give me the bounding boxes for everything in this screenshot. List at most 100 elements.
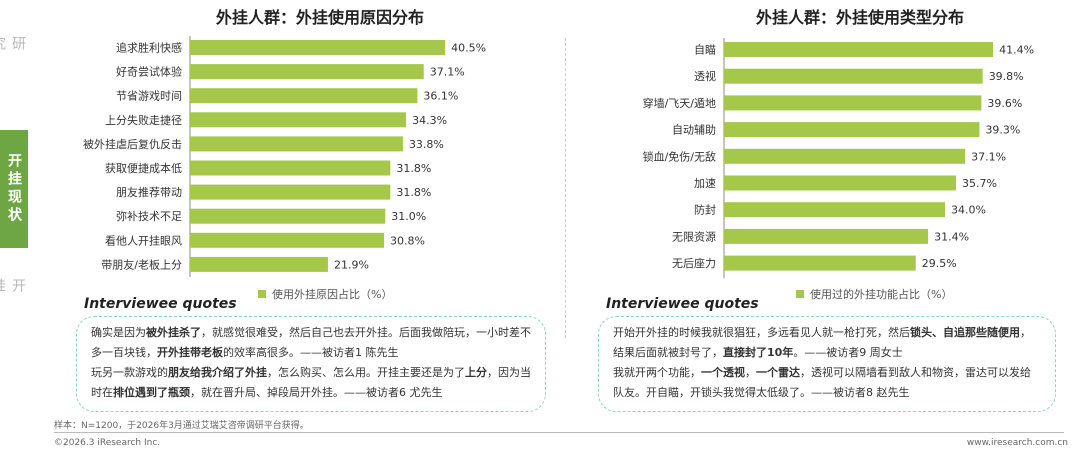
category-label: 带朋友/老板上分 <box>101 257 182 271</box>
right-legend-label: 使用过的外挂功能占比（%） <box>810 288 953 301</box>
quote-text: ， <box>745 366 756 379</box>
category-label: 穿墙/飞天/遁地 <box>643 96 716 110</box>
bar <box>190 184 391 200</box>
category-label: 无限资源 <box>672 229 716 243</box>
bar <box>724 122 980 138</box>
bar-charts: 追求胜利快感 40.5% 好奇尝试体验 37.1% 节省游戏时间 36.1% 上分失败走捷径… <box>83 36 1034 279</box>
category-label: 透视 <box>694 69 716 83</box>
category-label: 防封 <box>694 203 716 217</box>
quote-paragraph: 开始开外挂的时候我就很猖狂，多远看见人就一枪打死，然后锁头、自追那些随便用，结果… <box>613 323 1041 363</box>
category-label: 自动辅助 <box>672 123 716 137</box>
bar <box>190 40 446 55</box>
quote-text: 我就开两个功能， <box>613 366 701 379</box>
quote-highlight: 锁头、自追那些随便用 <box>910 326 1020 339</box>
category-label: 上分失败走捷径 <box>105 113 182 127</box>
quote-highlight: 直接封了10年 <box>723 346 794 359</box>
value-label: 34.3% <box>412 114 447 127</box>
quote-paragraph: 我就开两个功能，一个透视，一个雷达，透视可以隔墙看到敌人和物资，雷达可以发给队友… <box>613 363 1041 403</box>
right-quote-box: 开始开外挂的时候我就很猖狂，多远看见人就一枪打死，然后锁头、自追那些随便用，结果… <box>598 316 1056 412</box>
legend-swatch <box>796 290 804 298</box>
category-label: 获取便捷成本低 <box>105 161 182 175</box>
value-label: 39.8% <box>989 70 1024 83</box>
value-label: 30.8% <box>390 234 425 247</box>
sidebar-item-research-design[interactable]: 研究设计 <box>0 36 26 54</box>
value-label: 31.8% <box>396 186 431 199</box>
value-label: 31.0% <box>391 210 426 223</box>
value-label: 40.5% <box>451 42 486 55</box>
value-label: 35.7% <box>962 177 997 190</box>
value-label: 33.8% <box>409 138 444 151</box>
bar <box>190 88 418 104</box>
bar <box>724 228 929 244</box>
left-chart-legend: 使用外挂原因占比（%） <box>258 286 392 302</box>
bar <box>190 112 407 128</box>
left-chart-title: 外挂人群：外挂使用原因分布 <box>215 8 424 27</box>
category-label: 弥补技术不足 <box>116 209 182 223</box>
category-label: 被外挂虐后复仇反击 <box>83 137 182 151</box>
category-label: 追求胜利快感 <box>116 41 182 55</box>
quote-highlight: 被外挂杀了 <box>146 326 201 339</box>
bar <box>190 64 424 80</box>
category-label: 节省游戏时间 <box>116 90 182 103</box>
right-chart-legend: 使用过的外挂功能占比（%） <box>796 286 952 302</box>
quote-text: ，就在晋升局、掉段局开外挂。——被访者6 尤先生 <box>190 386 443 399</box>
right-quotes-heading: Interviewee quotes <box>606 296 759 312</box>
bar <box>190 160 391 176</box>
quote-text: 玩另一款游戏的 <box>91 366 168 379</box>
quote-text: 的效率高很多。——被访者1 陈先生 <box>223 346 399 359</box>
value-label: 41.4% <box>999 44 1034 57</box>
bar <box>724 202 945 218</box>
left-quotes-heading: Interviewee quotes <box>84 296 237 312</box>
value-label: 37.1% <box>430 66 465 79</box>
left-legend-label: 使用外挂原因占比（%） <box>272 288 393 301</box>
value-label: 31.4% <box>934 230 969 243</box>
value-label: 37.1% <box>971 150 1006 163</box>
copyright: ©2026.3 iResearch Inc. <box>54 438 161 448</box>
bar <box>724 95 982 111</box>
quote-text: ，怎么购买、怎么用。开挂主要还是为了 <box>267 366 465 379</box>
value-label: 34.0% <box>951 204 986 217</box>
bar <box>724 68 983 84</box>
quote-text: 确实是因为 <box>91 326 146 339</box>
quote-text: ，就感觉很难受，然后自己也去开外挂。后面我做陪玩，一小时差不多一百块钱， <box>91 326 531 359</box>
value-label: 21.9% <box>334 258 369 271</box>
website-link[interactable]: www.iresearch.com.cn <box>966 438 1068 448</box>
category-label: 好奇尝试体验 <box>116 65 182 79</box>
quote-text: 。——被访者9 周女士 <box>793 346 903 359</box>
bar <box>724 255 916 271</box>
left-quote-box: 确实是因为被外挂杀了，就感觉很难受，然后自己也去开外挂。后面我做陪玩，一小时差不… <box>76 316 546 412</box>
right-chart-title: 外挂人群：外挂使用类型分布 <box>755 8 964 27</box>
value-label: 39.3% <box>985 124 1020 137</box>
bar <box>190 136 403 152</box>
bar <box>190 256 328 272</box>
category-label: 朋友推荐带动 <box>116 185 182 199</box>
sidebar-item-cheating-attitude[interactable]: 开挂态度 <box>0 278 26 296</box>
sample-note: 样本：N=1200，于2026年3月通过艾瑞艾咨帝调研平台获得。 <box>54 421 309 431</box>
quote-text: 开始开外挂的时候我就很猖狂，多远看见人就一枪打死，然后 <box>613 326 910 339</box>
category-label: 锁血/免伤/无敌 <box>643 149 716 163</box>
bar <box>724 42 994 57</box>
quote-paragraph: 确实是因为被外挂杀了，就感觉很难受，然后自己也去开外挂。后面我做陪玩，一小时差不… <box>91 323 531 363</box>
quote-highlight: 一个透视 <box>701 366 745 379</box>
category-label: 加速 <box>694 177 716 190</box>
value-label: 29.5% <box>922 257 957 270</box>
value-label: 31.8% <box>396 162 431 175</box>
bar <box>190 208 386 224</box>
bar <box>724 175 957 191</box>
quote-text: ，透视可以隔墙看到敌人和物资，雷达可以发给队友。开自瞄，开锁头我觉得太低级了。—… <box>613 366 1031 399</box>
quote-highlight: 朋友给我介绍了外挂 <box>168 366 267 379</box>
category-label: 看他人开挂眼风 <box>105 233 182 247</box>
quote-text: ，结果后面就被封号了， <box>613 326 1031 359</box>
quote-highlight: 一个雷达 <box>756 366 800 379</box>
bar <box>190 232 385 248</box>
quote-highlight: 上分 <box>465 366 487 379</box>
quote-highlight: 排位遇到了瓶颈 <box>113 386 190 399</box>
footer-divider <box>54 432 1064 433</box>
value-label: 36.1% <box>423 90 458 103</box>
value-label: 39.6% <box>987 97 1022 110</box>
quote-highlight: 开外挂带老板 <box>157 346 223 359</box>
sidebar-item-cheating-status[interactable]: 开挂现状 <box>0 130 28 248</box>
category-label: 自瞄 <box>694 44 716 57</box>
bar <box>724 148 966 164</box>
quote-paragraph: 玩另一款游戏的朋友给我介绍了外挂，怎么购买、怎么用。开挂主要还是为了上分，因为当… <box>91 363 531 403</box>
